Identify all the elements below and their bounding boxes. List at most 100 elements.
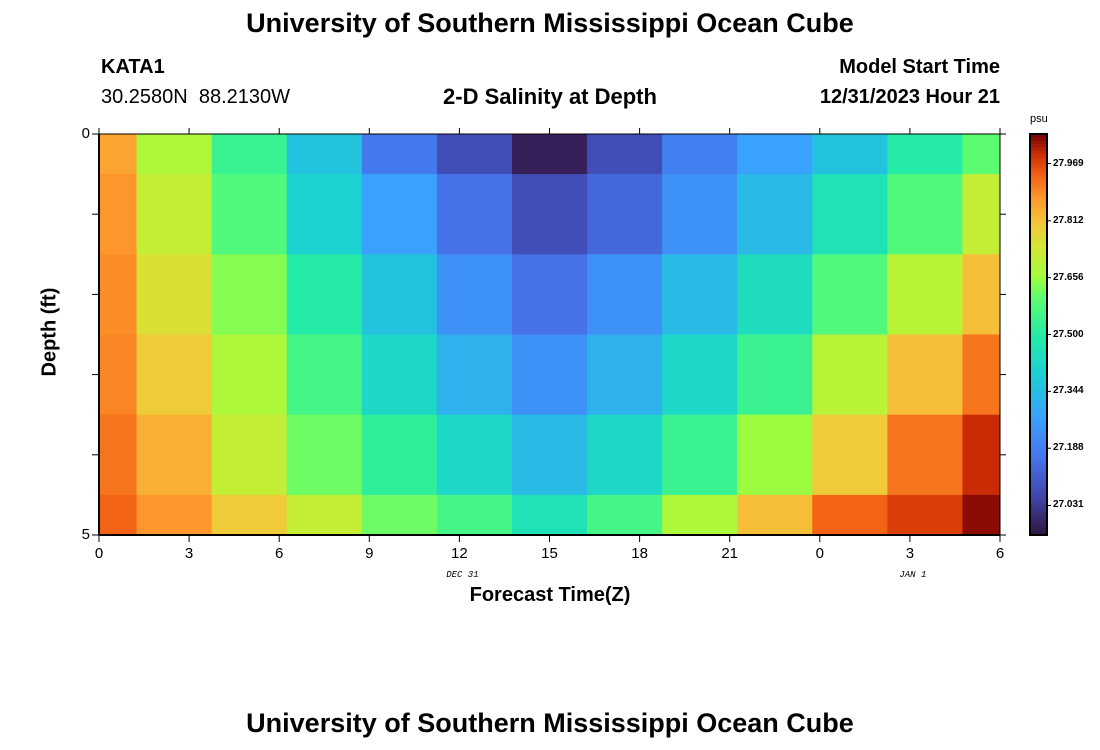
colorbar-segment: [1030, 304, 1047, 309]
colorbar-segment: [1030, 501, 1047, 506]
colorbar-segment: [1030, 271, 1047, 275]
heatmap-cell: [511, 254, 588, 335]
footer-title: University of Southern Mississippi Ocean…: [246, 708, 854, 738]
heatmap-cell: [286, 334, 363, 416]
heatmap-cell: [436, 134, 513, 175]
colorbar-segment: [1030, 287, 1047, 292]
heatmap-cell: [361, 494, 438, 536]
heatmap-cell: [812, 494, 888, 536]
colorbar-segment: [1030, 331, 1047, 336]
colorbar-segment: [1030, 408, 1047, 412]
heatmap-cell: [361, 134, 438, 175]
colorbar-segment: [1030, 431, 1047, 436]
colorbar-segment: [1030, 377, 1047, 382]
heatmap-cell: [662, 254, 738, 335]
colorbar-segment: [1030, 334, 1047, 339]
colorbar-segment: [1030, 237, 1047, 242]
colorbar-segment: [1030, 291, 1047, 295]
x-axis-label: Forecast Time(Z): [469, 584, 631, 606]
colorbar-segment: [1030, 197, 1047, 202]
colorbar-segment: [1030, 314, 1047, 319]
colorbar-segment: [1030, 240, 1047, 245]
colorbar-segment: [1030, 351, 1047, 356]
colorbar-segment: [1030, 357, 1047, 362]
heatmap-cell: [887, 414, 963, 496]
colorbar-segment: [1030, 354, 1047, 359]
colorbar-segment: [1030, 274, 1047, 279]
x-tick-label: 6: [275, 545, 284, 562]
heatmap-cells: [99, 134, 1001, 536]
colorbar-segment: [1030, 297, 1047, 302]
colorbar-segment: [1030, 397, 1047, 402]
heatmap-cell: [887, 494, 963, 536]
colorbar-segment: [1030, 207, 1047, 212]
y-axis-label: Depth (ft): [38, 287, 61, 377]
colorbar-segment: [1030, 257, 1047, 262]
colorbar-segment: [1030, 247, 1047, 252]
heatmap-cell: [812, 174, 888, 255]
heatmap-cell: [286, 254, 363, 335]
heatmap-cell: [887, 134, 963, 175]
colorbar-segment: [1030, 418, 1047, 422]
colorbar-segment: [1030, 451, 1047, 456]
colorbar-segment: [1030, 347, 1047, 352]
x-tick-label: 18: [631, 545, 648, 562]
heatmap-cell: [436, 414, 513, 496]
colorbar-units: psu: [1030, 113, 1048, 125]
heatmap-cell: [662, 334, 738, 416]
x-tick-label: 0: [815, 545, 824, 562]
date-label: DEC 31: [446, 570, 479, 580]
heatmap-cell: [286, 494, 363, 536]
colorbar-segment: [1030, 344, 1047, 349]
colorbar-segment: [1030, 321, 1047, 326]
heatmap-cell: [887, 254, 963, 335]
heatmap-cell: [361, 414, 438, 496]
heatmap-cell: [511, 494, 588, 536]
heatmap-cell: [587, 174, 663, 255]
colorbar-segment: [1030, 157, 1047, 162]
colorbar: [1029, 133, 1051, 536]
colorbar-segment: [1030, 488, 1047, 493]
colorbar-segment: [1030, 508, 1047, 513]
colorbar-segment: [1030, 260, 1047, 265]
heatmap-cell: [436, 254, 513, 335]
colorbar-segment: [1030, 434, 1047, 439]
heatmap-cell: [962, 494, 1001, 536]
colorbar-segment: [1030, 531, 1047, 536]
heatmap-cell: [436, 334, 513, 416]
colorbar-segment: [1030, 521, 1047, 526]
colorbar-segment: [1030, 324, 1047, 329]
colorbar-segment: [1030, 367, 1047, 372]
heatmap-cell: [737, 254, 813, 335]
colorbar-segment: [1030, 200, 1047, 205]
colorbar-segment: [1030, 204, 1047, 209]
colorbar-segment: [1030, 217, 1047, 222]
colorbar-segment: [1030, 514, 1047, 519]
heatmap-cell: [211, 254, 288, 335]
colorbar-segment: [1030, 164, 1047, 169]
x-tick-label: 0: [94, 545, 104, 562]
heatmap-cell: [962, 414, 1001, 496]
colorbar-segment: [1030, 177, 1047, 182]
colorbar-segment: [1030, 170, 1047, 175]
heatmap-cell: [511, 134, 588, 175]
colorbar-segment: [1030, 227, 1047, 232]
heatmap-cell: [361, 174, 438, 255]
x-tick-label: 9: [365, 545, 374, 562]
colorbar-segment: [1030, 364, 1047, 369]
heatmap-cell: [737, 494, 813, 536]
colorbar-tick-label: 27.188: [1053, 442, 1084, 454]
colorbar-segment: [1030, 391, 1047, 396]
y-tick-label: 5: [81, 526, 90, 543]
colorbar-segment: [1030, 471, 1047, 476]
heatmap-cell: [887, 334, 963, 416]
colorbar-segment: [1030, 444, 1047, 449]
colorbar-segment: [1030, 428, 1047, 433]
heatmap-cell: [99, 414, 138, 496]
colorbar-segment: [1030, 478, 1047, 483]
heatmap-cell: [962, 254, 1001, 335]
heatmap-cell: [962, 134, 1001, 175]
colorbar-segment: [1030, 327, 1047, 332]
colorbar-segment: [1030, 267, 1047, 272]
